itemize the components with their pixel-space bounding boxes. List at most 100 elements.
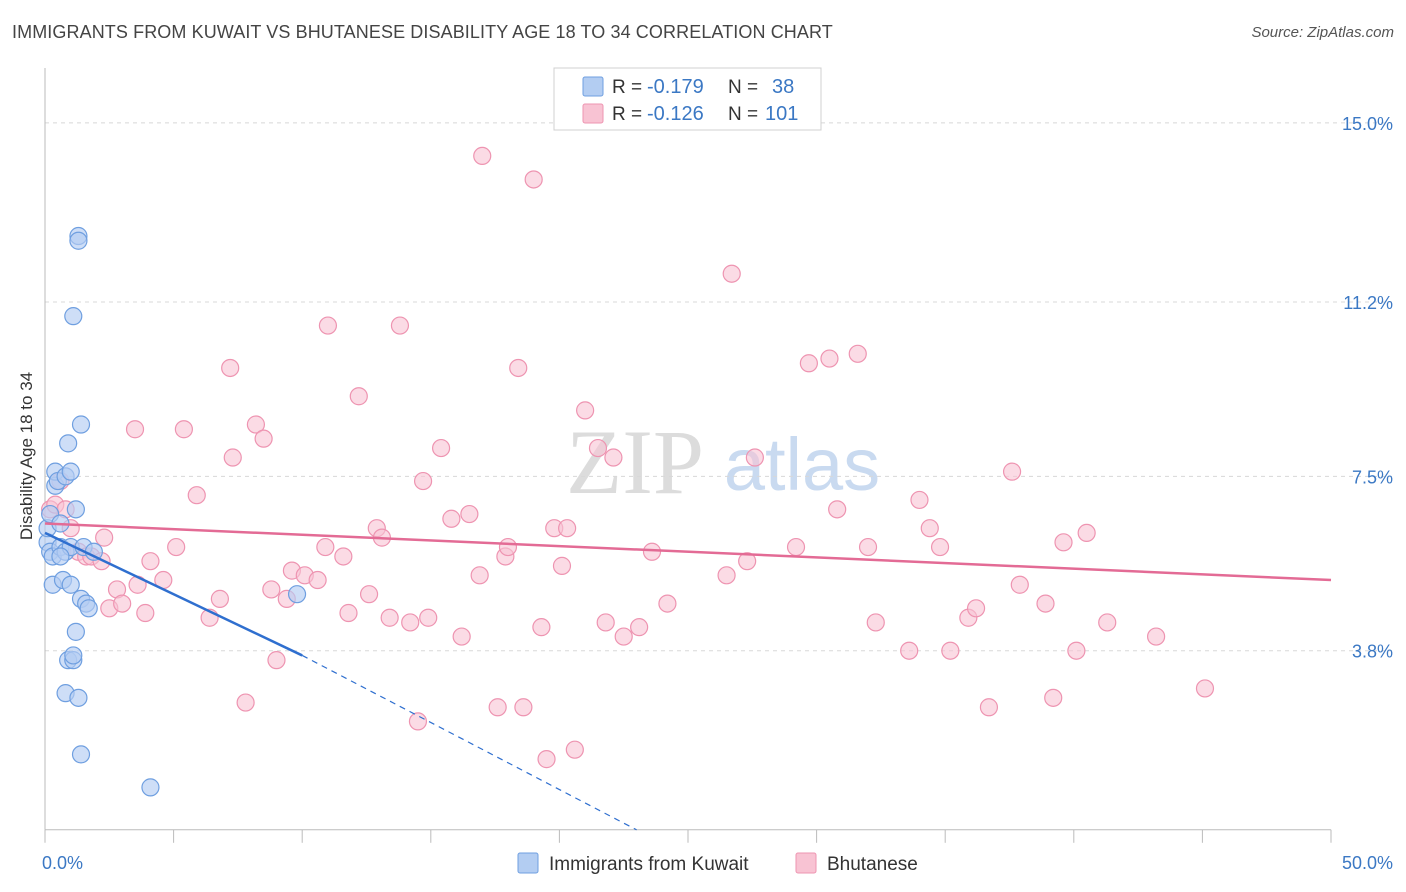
legend-n-value-bhutanese: 101	[765, 103, 798, 125]
point-bhutanese-64	[558, 519, 577, 538]
point-bhutanese-47	[419, 608, 438, 627]
trendline-kuwait	[44, 531, 303, 657]
point-bhutanese-101	[1147, 627, 1166, 646]
point-bhutanese-94	[1010, 575, 1029, 594]
point-kuwait-16	[59, 434, 78, 453]
point-kuwait-23	[66, 500, 85, 519]
legend-n-label-bhutanese: N =	[728, 104, 758, 125]
point-kuwait-35	[141, 778, 160, 797]
point-kuwait-17	[61, 575, 80, 594]
point-bhutanese-98	[1067, 641, 1086, 660]
point-bhutanese-12	[113, 594, 132, 613]
point-bhutanese-23	[221, 358, 240, 378]
point-kuwait-28	[71, 745, 91, 764]
point-bhutanese-77	[745, 448, 764, 467]
point-bhutanese-52	[470, 566, 489, 585]
point-bhutanese-13	[125, 420, 145, 439]
x-tick-label-1: 50.0%	[1342, 853, 1393, 873]
point-bhutanese-96	[1044, 688, 1063, 707]
point-bhutanese-39	[359, 585, 379, 604]
point-bhutanese-88	[930, 537, 950, 557]
point-bhutanese-68	[596, 613, 615, 632]
watermark-atlas: atlas	[724, 423, 880, 506]
bottom-legend-label-kuwait: Immigrants from Kuwait	[549, 854, 749, 875]
point-kuwait-27	[69, 231, 88, 250]
point-bhutanese-89	[941, 641, 960, 660]
legend-n-label-kuwait: N =	[728, 77, 758, 98]
point-bhutanese-57	[509, 358, 528, 378]
point-bhutanese-16	[141, 552, 160, 571]
point-bhutanese-92	[979, 698, 999, 717]
point-bhutanese-9	[95, 528, 114, 547]
point-kuwait-21	[64, 646, 83, 665]
point-bhutanese-27	[254, 429, 273, 448]
point-bhutanese-34	[316, 537, 335, 557]
bottom-legend-swatch-kuwait	[517, 852, 539, 874]
point-bhutanese-60	[532, 618, 551, 637]
point-bhutanese-44	[401, 613, 420, 632]
point-bhutanese-79	[799, 354, 818, 373]
trendline-bhutanese	[44, 522, 1332, 582]
y-tick-label-3: 15.0%	[1342, 114, 1393, 134]
point-bhutanese-73	[658, 594, 677, 613]
point-bhutanese-58	[514, 698, 533, 717]
point-bhutanese-26	[246, 415, 266, 434]
chart-title: IMMIGRANTS FROM KUWAIT VS BHUTANESE DISA…	[12, 22, 833, 42]
point-bhutanese-81	[828, 500, 847, 519]
series-bhutanese	[41, 146, 1215, 769]
point-bhutanese-80	[820, 349, 839, 368]
point-bhutanese-35	[318, 316, 338, 335]
legend-swatch-kuwait	[582, 76, 604, 97]
point-bhutanese-67	[588, 438, 608, 458]
point-bhutanese-76	[738, 552, 757, 571]
y-tick-label-2: 11.2%	[1343, 293, 1393, 313]
point-bhutanese-42	[380, 608, 399, 627]
point-bhutanese-83	[858, 537, 878, 557]
point-bhutanese-65	[565, 740, 584, 759]
point-bhutanese-93	[1002, 462, 1022, 481]
point-bhutanese-71	[630, 618, 649, 637]
y-tick-label-0: 3.8%	[1352, 642, 1393, 662]
point-bhutanese-54	[488, 698, 507, 717]
point-bhutanese-48	[431, 438, 451, 458]
trendline-kuwait-extension	[301, 654, 637, 831]
point-bhutanese-100	[1098, 613, 1117, 632]
point-bhutanese-50	[452, 627, 471, 646]
watermark: ZIP atlas	[566, 411, 880, 513]
point-kuwait-25	[69, 688, 88, 707]
point-kuwait-30	[71, 415, 91, 434]
axes	[44, 68, 1332, 843]
point-bhutanese-59	[524, 170, 543, 189]
point-kuwait-37	[51, 547, 70, 566]
point-bhutanese-22	[210, 589, 229, 608]
point-kuwait-33	[79, 599, 98, 618]
bottom-legend: Immigrants from Kuwait Bhutanese	[517, 852, 918, 875]
point-bhutanese-49	[442, 509, 461, 528]
point-bhutanese-78	[786, 537, 806, 557]
point-bhutanese-28	[262, 580, 281, 599]
source-credit: Source: ZipAtlas.com	[1251, 24, 1394, 41]
bottom-legend-swatch-bhutanese	[795, 852, 817, 874]
point-bhutanese-70	[614, 627, 633, 646]
point-kuwait-36	[287, 585, 307, 604]
point-bhutanese-99	[1077, 523, 1096, 543]
legend: R = -0.179 N = 38 R = -0.126 N = 101	[553, 67, 822, 131]
y-tick-label-1: 7.5%	[1352, 467, 1393, 487]
legend-r-value-kuwait: -0.179	[647, 76, 704, 98]
point-bhutanese-46	[413, 471, 433, 491]
point-bhutanese-43	[390, 316, 410, 335]
point-bhutanese-61	[537, 750, 556, 769]
point-bhutanese-38	[349, 387, 368, 406]
point-bhutanese-37	[339, 603, 358, 623]
point-bhutanese-86	[910, 490, 929, 510]
tick-labels: 3.8% 7.5% 11.2% 15.0% 0.0% 50.0%	[42, 114, 1393, 873]
point-kuwait-22	[64, 307, 83, 326]
point-bhutanese-25	[236, 693, 255, 712]
point-bhutanese-95	[1036, 594, 1055, 613]
point-bhutanese-45	[408, 712, 428, 731]
point-bhutanese-82	[848, 344, 867, 363]
series-kuwait	[38, 226, 307, 797]
legend-r-label-kuwait: R =	[612, 77, 642, 98]
point-bhutanese-53	[473, 146, 492, 166]
point-bhutanese-29	[267, 651, 286, 670]
